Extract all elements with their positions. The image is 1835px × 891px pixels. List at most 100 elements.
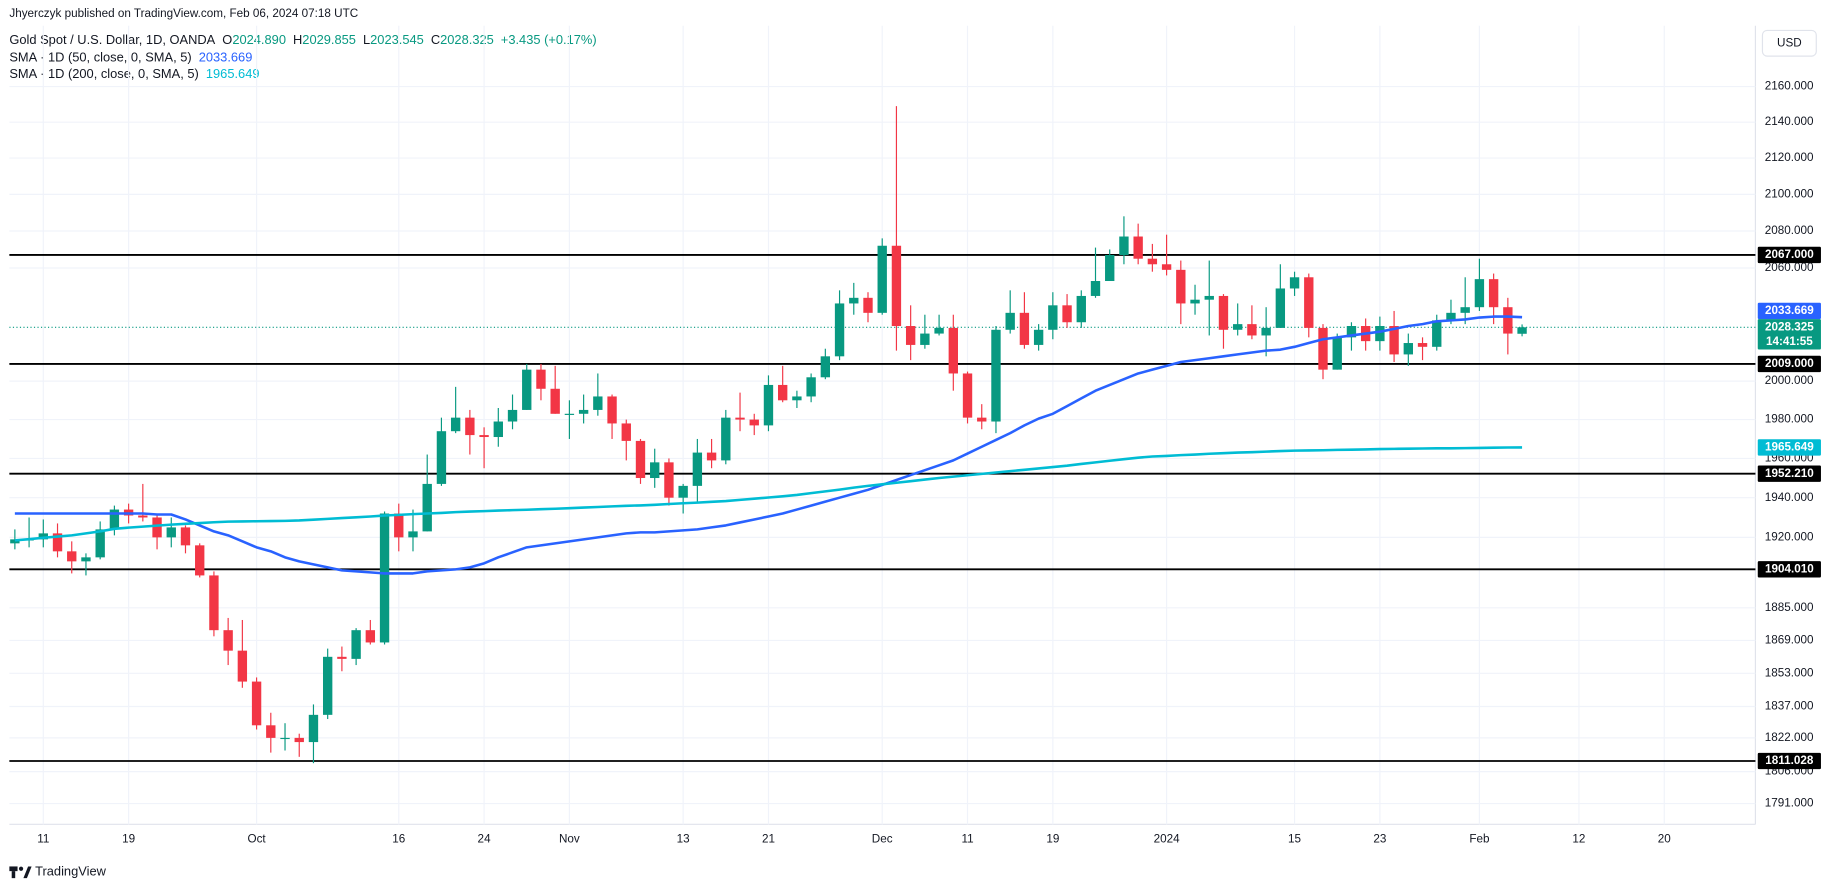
logo-part xyxy=(23,866,32,879)
level-label-text: 1811.028 xyxy=(1765,754,1814,767)
y-tick-label: 2060.000 xyxy=(1765,261,1814,274)
candle-body xyxy=(308,714,319,743)
level-label-box xyxy=(1757,246,1821,264)
candle-body xyxy=(763,384,774,426)
candle-body xyxy=(251,681,262,726)
candle-body xyxy=(1218,295,1229,330)
y-tick-label: 2000.000 xyxy=(1765,374,1814,387)
candle-body xyxy=(351,630,361,659)
candle-body xyxy=(465,417,475,436)
candle-body xyxy=(1289,277,1300,289)
candle-body xyxy=(749,419,759,426)
level-label-text: 1952.210 xyxy=(1765,467,1814,480)
candle-body xyxy=(450,417,461,432)
candle-body xyxy=(706,452,717,461)
candle-body xyxy=(792,396,802,401)
candle-body xyxy=(209,575,219,631)
candle-body xyxy=(834,303,845,357)
candle-body xyxy=(1503,307,1513,334)
candle-body xyxy=(38,533,48,540)
candle-body xyxy=(223,630,233,651)
last-price-label-text: 14:41:55 xyxy=(1766,335,1813,348)
ohlc-key: H xyxy=(293,32,302,47)
candle-body xyxy=(635,440,646,479)
x-tick-label: 20 xyxy=(1658,833,1672,846)
candle-body xyxy=(1062,305,1072,323)
y-tick-label: 1920.000 xyxy=(1765,530,1814,543)
candle-body xyxy=(266,725,276,738)
ohlc-value: 2029.855 xyxy=(302,32,356,47)
candle-body xyxy=(1517,327,1527,334)
indicator-legend-row: SMA · 1D (200, close, 0, SMA, 5) 1965.649 xyxy=(9,66,259,81)
candle-body xyxy=(564,413,575,415)
candle-body xyxy=(735,417,745,420)
candle-body xyxy=(493,421,503,438)
candle-body xyxy=(1147,258,1158,265)
indicator-name: SMA · 1D (200, close, 0, SMA, 5) xyxy=(9,66,198,81)
indicator-value: 2033.669 xyxy=(199,50,253,65)
candle-body xyxy=(1090,281,1101,296)
candle-body xyxy=(1233,324,1243,330)
candle-body xyxy=(436,431,447,484)
x-tick-label: Dec xyxy=(872,833,893,846)
level-label-text: 1904.010 xyxy=(1765,562,1814,575)
candle-body xyxy=(877,245,887,313)
ohlc-key: O xyxy=(222,32,232,47)
candle-body xyxy=(991,329,1001,422)
candle-body xyxy=(664,462,674,498)
candle-body xyxy=(52,533,63,552)
x-tick-label: 16 xyxy=(392,833,405,846)
candle-body xyxy=(1389,326,1399,355)
candle-body xyxy=(422,483,432,532)
candle-body xyxy=(1432,320,1442,347)
level-label-box xyxy=(1757,355,1821,373)
last-price-label-box xyxy=(1757,319,1821,350)
x-tick-label: 19 xyxy=(122,833,135,846)
candle-body xyxy=(408,531,418,538)
logo-part xyxy=(18,866,24,871)
level-label-box xyxy=(1757,561,1821,578)
candle-body xyxy=(337,656,347,659)
last-price-label-text: 2028.325 xyxy=(1765,320,1814,333)
x-tick-label: 19 xyxy=(1046,833,1059,846)
brand: TradingView xyxy=(35,864,107,879)
candle-body xyxy=(806,377,816,397)
candle-body xyxy=(322,656,333,715)
y-tick-label: 1980.000 xyxy=(1765,413,1814,426)
candle-body xyxy=(1417,343,1428,347)
y-tick-label: 1869.000 xyxy=(1765,633,1814,646)
candle-body xyxy=(948,327,958,374)
candle-body xyxy=(678,485,688,498)
candle-body xyxy=(962,373,973,418)
candle-body xyxy=(81,557,91,562)
candle-body xyxy=(721,417,731,461)
candle-body xyxy=(1403,343,1413,355)
indicator-label-text: 1965.649 xyxy=(1765,441,1814,454)
candle-body xyxy=(977,417,987,422)
candle-body xyxy=(934,327,944,334)
level-label-text: 2067.000 xyxy=(1765,248,1814,261)
candle-body xyxy=(1261,327,1271,336)
candle-body xyxy=(1161,264,1172,270)
candle-body xyxy=(180,527,191,546)
currency-label[interactable]: USD xyxy=(1777,36,1802,49)
candle-body xyxy=(550,388,560,414)
candle-body xyxy=(905,326,916,345)
currency-button[interactable] xyxy=(1761,29,1817,57)
y-tick-label: 1885.000 xyxy=(1765,601,1814,614)
candle-body xyxy=(394,513,404,538)
candle-body xyxy=(507,409,518,422)
y-tick-label: 2160.000 xyxy=(1765,80,1814,93)
candle-body xyxy=(1133,236,1143,259)
candle-body xyxy=(1033,329,1044,345)
candle-body xyxy=(152,517,162,538)
candle-body xyxy=(1105,254,1115,282)
candle-body xyxy=(849,297,859,304)
candle-body xyxy=(237,650,248,682)
candle-body xyxy=(920,333,930,345)
candle-body xyxy=(1346,326,1357,338)
candle-body xyxy=(1332,337,1342,370)
candle-body xyxy=(1275,288,1286,328)
